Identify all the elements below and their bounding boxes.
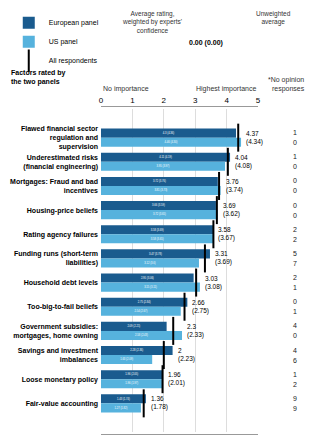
svg-text:Factors rated bythe two panels: Factors rated bythe two panels xyxy=(11,69,66,86)
svg-text:2(2.23): 2(2.23) xyxy=(178,347,195,363)
svg-text:Too-big-to-fail beliefs: Too-big-to-fail beliefs xyxy=(27,303,98,311)
svg-text:Flawed financial sectorregulat: Flawed financial sectorregulation andsup… xyxy=(21,125,98,151)
svg-text:Household debt levels: Household debt levels xyxy=(24,279,98,286)
svg-text:Rating agency failures: Rating agency failures xyxy=(23,231,98,239)
svg-text:1.43 (1.74): 1.43 (1.74) xyxy=(117,397,130,401)
svg-text:2.66(2.75): 2.66(2.75) xyxy=(192,299,209,315)
svg-text:No importance: No importance xyxy=(103,85,149,93)
svg-text:1.96 (1.97): 1.96 (1.97) xyxy=(125,381,138,385)
svg-text:1.27 (1.82): 1.27 (1.82) xyxy=(115,406,128,410)
svg-text:5: 5 xyxy=(293,250,297,257)
svg-text:6: 6 xyxy=(293,357,297,364)
svg-text:2.3(2.33): 2.3(2.33) xyxy=(187,323,204,339)
svg-text:3.47 (3.78): 3.47 (3.78) xyxy=(149,252,162,256)
svg-text:2.28 (2.36): 2.28 (2.36) xyxy=(130,348,143,352)
svg-text:0: 0 xyxy=(99,96,104,105)
svg-text:1.96(2.01): 1.96(2.01) xyxy=(168,371,185,387)
svg-text:Savings and investmentimbalanc: Savings and investmentimbalances xyxy=(18,347,99,363)
svg-text:1: 1 xyxy=(293,308,297,315)
svg-text:1: 1 xyxy=(293,153,297,160)
svg-text:US panel: US panel xyxy=(49,38,78,46)
svg-text:2: 2 xyxy=(293,274,297,281)
svg-text:3.31(3.69): 3.31(3.69) xyxy=(215,250,232,266)
svg-text:1: 1 xyxy=(130,96,135,105)
svg-text:4.3 (4.36): 4.3 (4.36) xyxy=(163,131,174,135)
svg-text:3.58 (3.65): 3.58 (3.65) xyxy=(151,237,164,241)
svg-text:7: 7 xyxy=(293,260,297,267)
svg-text:0: 0 xyxy=(293,332,297,339)
svg-text:Highest importance: Highest importance xyxy=(196,85,256,93)
svg-text:3.12 (3.6): 3.12 (3.6) xyxy=(144,261,155,265)
svg-text:Loose monetary policy: Loose monetary policy xyxy=(22,376,98,384)
svg-text:Average rating,weighted by exp: Average rating,weighted by experts'confi… xyxy=(122,10,182,34)
svg-text:9: 9 xyxy=(293,395,297,402)
svg-text:0: 0 xyxy=(293,139,297,146)
svg-text:0: 0 xyxy=(293,163,297,170)
svg-text:3.03(3.08): 3.03(3.08) xyxy=(205,275,222,291)
svg-text:3.76(3.74): 3.76(3.74) xyxy=(226,178,243,194)
svg-text:3.72 (3.76): 3.72 (3.76) xyxy=(153,179,166,183)
svg-text:2.95 (3.06): 2.95 (3.06) xyxy=(141,276,154,280)
svg-text:Unweightedaverage: Unweightedaverage xyxy=(256,10,291,26)
svg-text:1: 1 xyxy=(293,129,297,136)
svg-text:All respondents: All respondents xyxy=(49,57,98,65)
svg-text:2: 2 xyxy=(293,381,297,388)
svg-text:Funding runs (short-termliabil: Funding runs (short-termliabilities) xyxy=(14,250,98,267)
svg-text:1: 1 xyxy=(293,284,297,291)
svg-text:3.69(3.62): 3.69(3.62) xyxy=(223,202,240,218)
svg-text:4: 4 xyxy=(224,96,229,105)
svg-text:1.63 (2.09): 1.63 (2.09) xyxy=(120,357,133,361)
svg-text:0: 0 xyxy=(293,212,297,219)
svg-text:3.81 (3.73): 3.81 (3.73) xyxy=(154,188,167,192)
svg-text:2.75 (2.84): 2.75 (2.84) xyxy=(138,300,151,304)
svg-text:1: 1 xyxy=(293,371,297,378)
svg-text:4.37(4.34): 4.37(4.34) xyxy=(246,130,263,146)
svg-text:Underestimated risks(financial: Underestimated risks(financial engineeri… xyxy=(23,154,98,171)
svg-text:3.72 (3.65): 3.72 (3.65) xyxy=(153,212,166,216)
svg-text:Housing-price beliefs: Housing-price beliefs xyxy=(27,207,98,215)
svg-text:3.58(3.67): 3.58(3.67) xyxy=(218,226,235,242)
svg-text:*No opinionresponses: *No opinionresponses xyxy=(268,76,305,93)
svg-text:Government subsidies:mortgages: Government subsidies:mortgages, home own… xyxy=(13,323,98,340)
svg-text:0: 0 xyxy=(293,187,297,194)
svg-text:3.95 (3.97): 3.95 (3.97) xyxy=(157,164,170,168)
svg-text:2: 2 xyxy=(162,96,167,105)
svg-text:4: 4 xyxy=(293,347,297,354)
svg-text:4.46 (4.30): 4.46 (4.30) xyxy=(165,140,178,144)
svg-text:3.15 (3.11): 3.15 (3.11) xyxy=(144,285,157,289)
svg-text:1.96 (2.05): 1.96 (2.05) xyxy=(125,372,138,376)
svg-text:2.09 (2.21): 2.09 (2.21) xyxy=(127,324,140,328)
svg-text:2: 2 xyxy=(293,236,297,243)
svg-text:0: 0 xyxy=(293,298,297,305)
svg-text:2.58 (2.43): 2.58 (2.43) xyxy=(135,333,148,337)
svg-text:0.00 (0.00): 0.00 (0.00) xyxy=(189,39,223,47)
svg-text:3.66 (3.59): 3.66 (3.59) xyxy=(152,203,165,207)
svg-text:5: 5 xyxy=(256,96,261,105)
svg-text:2.54 (2.67): 2.54 (2.67) xyxy=(134,309,147,313)
svg-text:0: 0 xyxy=(293,177,297,184)
svg-text:3.58 (3.69): 3.58 (3.69) xyxy=(151,228,164,232)
svg-text:2: 2 xyxy=(293,226,297,233)
svg-text:4.04(4.08): 4.04(4.08) xyxy=(235,154,252,170)
svg-text:0: 0 xyxy=(293,202,297,209)
svg-text:4: 4 xyxy=(293,322,297,329)
svg-text:1.36(1.78): 1.36(1.78) xyxy=(151,395,168,411)
svg-text:9: 9 xyxy=(293,405,297,412)
svg-text:Mortgages: Fraud and badincent: Mortgages: Fraud and badincentives xyxy=(10,178,98,194)
svg-text:4.11 (4.19): 4.11 (4.19) xyxy=(159,155,172,159)
svg-text:3: 3 xyxy=(193,96,198,105)
svg-text:European panel: European panel xyxy=(49,19,99,27)
svg-text:Fair-value accounting: Fair-value accounting xyxy=(26,400,98,408)
